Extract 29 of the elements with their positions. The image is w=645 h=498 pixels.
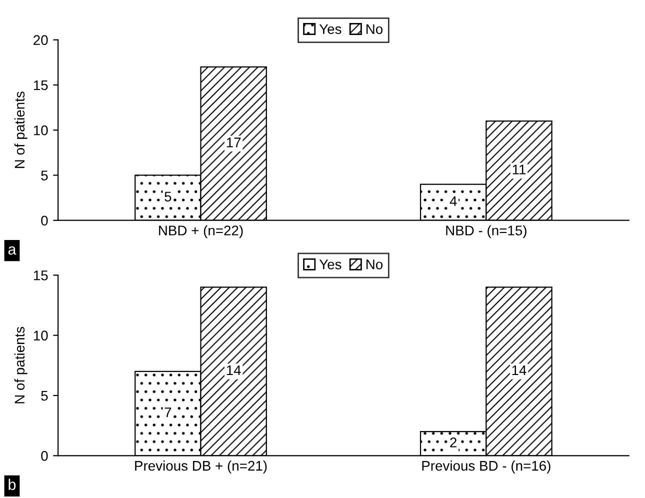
data-label: 2 [450,438,457,448]
legend-label: No [366,260,383,270]
y-axis-title: N of patients [14,326,28,404]
data-label: 14 [512,365,526,376]
y-tick-label: 5 [41,170,48,180]
y-tick-label: 10 [34,330,48,340]
data-label: 17 [226,138,241,148]
x-tick-label: NBD - (n=15) [446,225,526,238]
legend-label: Yes [319,260,342,270]
y-axis-title: N of patients [14,92,28,168]
legend-label: No [366,24,383,34]
data-label: 5 [164,192,172,202]
text: b [8,478,16,490]
y-tick-label: 15 [34,270,48,280]
y-tick-label: 5 [41,390,48,401]
data-label: 11 [512,164,526,174]
data-label: 14 [226,365,241,376]
y-tick-label: 10 [34,125,48,136]
y-tick-label: 15 [34,80,48,90]
y-tick-label: 0 [41,451,48,461]
x-tick-label: Previous BD - (n=16) [422,460,550,474]
text: a [8,246,16,255]
x-tick-label: Previous DB + (n=21) [135,460,267,474]
data-label: 4 [450,196,457,206]
data-label: 7 [164,408,172,418]
legend-label: Yes [319,24,342,34]
y-tick-label: 0 [41,216,48,226]
x-tick-label: NBD + (n=22) [159,225,243,238]
y-tick-label: 20 [34,35,48,46]
